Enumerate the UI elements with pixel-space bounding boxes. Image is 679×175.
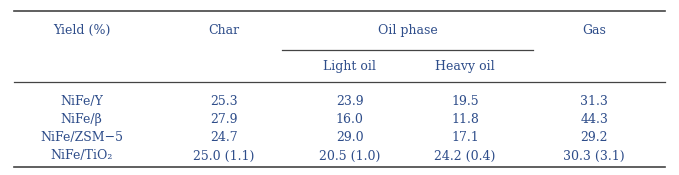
Text: NiFe/Y: NiFe/Y bbox=[60, 95, 103, 108]
Text: Yield (%): Yield (%) bbox=[53, 24, 110, 37]
Text: 25.3: 25.3 bbox=[210, 95, 238, 108]
Text: 29.0: 29.0 bbox=[336, 131, 363, 144]
Text: 25.0 (1.1): 25.0 (1.1) bbox=[194, 149, 255, 162]
Text: Oil phase: Oil phase bbox=[378, 24, 437, 37]
Text: 16.0: 16.0 bbox=[335, 113, 364, 126]
Text: 44.3: 44.3 bbox=[580, 113, 608, 126]
Text: NiFe/β: NiFe/β bbox=[60, 113, 103, 126]
Text: Char: Char bbox=[208, 24, 240, 37]
Text: 11.8: 11.8 bbox=[451, 113, 479, 126]
Text: 29.2: 29.2 bbox=[581, 131, 608, 144]
Text: 24.2 (0.4): 24.2 (0.4) bbox=[435, 149, 496, 162]
Text: 31.3: 31.3 bbox=[580, 95, 608, 108]
Text: 19.5: 19.5 bbox=[452, 95, 479, 108]
Text: 24.7: 24.7 bbox=[210, 131, 238, 144]
Text: 30.3 (3.1): 30.3 (3.1) bbox=[564, 149, 625, 162]
Text: NiFe/TiO₂: NiFe/TiO₂ bbox=[50, 149, 113, 162]
Text: Heavy oil: Heavy oil bbox=[435, 60, 495, 74]
Text: Light oil: Light oil bbox=[323, 60, 376, 74]
Text: 17.1: 17.1 bbox=[452, 131, 479, 144]
Text: 27.9: 27.9 bbox=[210, 113, 238, 126]
Text: NiFe/ZSM−5: NiFe/ZSM−5 bbox=[40, 131, 123, 144]
Text: Gas: Gas bbox=[582, 24, 606, 37]
Text: 23.9: 23.9 bbox=[336, 95, 363, 108]
Text: 20.5 (1.0): 20.5 (1.0) bbox=[319, 149, 380, 162]
